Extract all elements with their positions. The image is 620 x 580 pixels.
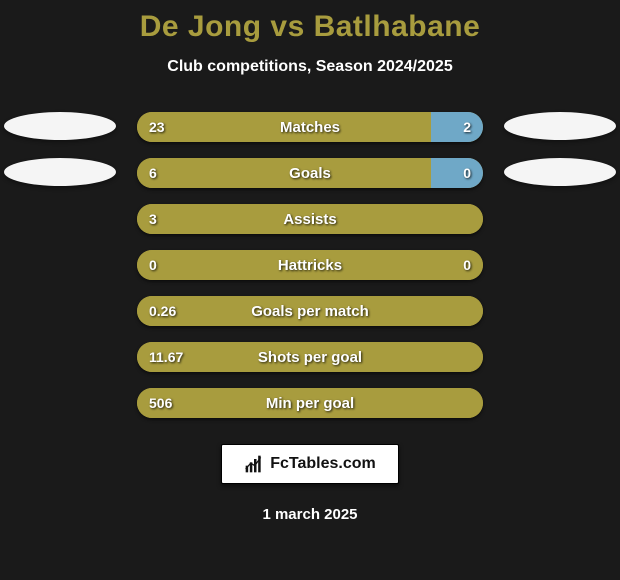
stat-row: 0.26Goals per match <box>137 296 483 326</box>
left-segment <box>137 112 431 142</box>
stat-row: 00Hattricks <box>137 250 483 280</box>
player-avatar-placeholder <box>504 112 616 140</box>
left-segment <box>137 158 431 188</box>
barchart-icon <box>244 454 264 474</box>
stats-area: 232Matches 60Goals 3Assists 00Hattricks 0.26… <box>0 112 620 432</box>
stat-row: 11.67Shots per goal <box>137 342 483 372</box>
right-segment <box>431 112 483 142</box>
left-segment <box>137 204 483 234</box>
stat-row: 232Matches <box>137 112 483 142</box>
page-title: De Jong vs Batlhabane <box>0 10 620 44</box>
player-avatar-placeholder <box>4 158 116 186</box>
source-logo: FcTables.com <box>221 444 399 484</box>
player-avatar-placeholder <box>504 158 616 186</box>
source-logo-text: FcTables.com <box>270 455 376 473</box>
stat-row: 60Goals <box>137 158 483 188</box>
right-segment <box>431 158 483 188</box>
player-avatar-placeholder <box>4 112 116 140</box>
left-segment <box>137 388 483 418</box>
left-player-avatars <box>4 112 116 204</box>
stat-bars: 232Matches 60Goals 3Assists 00Hattricks 0.26… <box>137 112 483 418</box>
left-segment <box>137 296 483 326</box>
snapshot-date: 1 march 2025 <box>0 506 620 523</box>
stat-row: 506Min per goal <box>137 388 483 418</box>
comparison-infographic: De Jong vs Batlhabane Club competitions,… <box>0 0 620 580</box>
right-player-avatars <box>504 112 616 204</box>
page-subtitle: Club competitions, Season 2024/2025 <box>0 58 620 76</box>
left-segment <box>137 342 483 372</box>
stat-row: 3Assists <box>137 204 483 234</box>
left-segment <box>137 250 483 280</box>
